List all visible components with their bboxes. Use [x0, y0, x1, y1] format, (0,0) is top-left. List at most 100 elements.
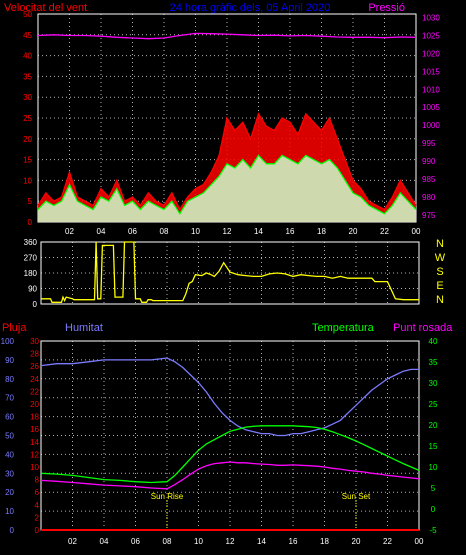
wind-speed-y-tick: 40	[23, 52, 32, 61]
wind-speed-y-tick: 50	[23, 10, 32, 19]
wind-speed-x-tick: 18	[317, 227, 326, 236]
temperature-y-tick: 0	[431, 505, 436, 514]
compass-label: N	[436, 238, 444, 250]
pressure-y-tick: 1025	[422, 32, 440, 41]
rain-y-tick: 2	[35, 513, 40, 522]
humidity-x-tick: 02	[68, 537, 77, 546]
rain-y-tick: 6	[35, 488, 40, 497]
rain-y-tick: 14	[30, 438, 39, 447]
dewpoint-title: Punt rosada	[393, 322, 453, 334]
pressure-line	[37, 32, 417, 40]
temperature-y-tick: 30	[429, 379, 438, 388]
rain-y-tick: 10	[30, 463, 39, 472]
temperature-y-tick: 20	[429, 421, 438, 430]
humidity-title: Humitat	[65, 322, 103, 334]
direction-y-tick: 90	[28, 285, 37, 294]
rain-y-tick: 24	[30, 375, 39, 384]
wind-speed-y-tick: 35	[23, 72, 32, 81]
dewpoint-line	[40, 461, 420, 490]
graph-title: 24 hora gràfic dels, 05 April 2020	[170, 2, 331, 14]
axis-layer: 02 04 06 08 10 12 14 16 18 20 22 000510152025303540…	[1, 10, 441, 546]
rain-y-tick: 22	[30, 387, 39, 396]
wind-speed-y-tick: 0	[28, 218, 33, 227]
sun-markers: Sun Rise Sun Set	[151, 492, 371, 530]
humidity-y-tick: 90	[5, 356, 14, 365]
pressure-y-tick: 990	[422, 157, 436, 166]
humidity-x-tick: 04	[100, 537, 109, 546]
rain-y-tick: 18	[30, 413, 39, 422]
gust-line	[37, 112, 417, 211]
humidity-y-tick: 50	[5, 432, 14, 441]
wind-speed-x-tick: 22	[380, 227, 389, 236]
humidity-y-tick: 60	[5, 413, 14, 422]
temperature-y-tick: -5	[429, 526, 437, 535]
humidity-x-tick: 00	[415, 537, 424, 546]
sunset-label: Sun Set	[342, 492, 371, 501]
humidity-y-tick: 10	[5, 507, 14, 516]
pressure-y-tick: 1030	[422, 14, 440, 23]
compass-label: S	[436, 266, 443, 278]
wind-speed-x-tick: 12	[223, 227, 232, 236]
temperature-y-tick: 5	[431, 484, 436, 493]
temperature-title: Temperatura	[312, 322, 375, 334]
pressure-y-tick: 1000	[422, 121, 440, 130]
humidity-y-tick: 30	[5, 469, 14, 478]
temperature-y-tick: 35	[429, 358, 438, 367]
rain-y-tick: 26	[30, 362, 39, 371]
average-wind-line	[37, 154, 417, 215]
compass-label: E	[436, 280, 443, 292]
humidity-x-tick: 06	[131, 537, 140, 546]
temperature-y-tick: 15	[429, 442, 438, 451]
humidity-y-tick: 0	[10, 526, 15, 535]
wind-speed-x-tick: 04	[97, 227, 106, 236]
humidity-y-tick: 40	[5, 450, 14, 459]
humidity-x-tick: 10	[194, 537, 203, 546]
humidity-x-tick: 08	[163, 537, 172, 546]
wind-speed-x-tick: 00	[412, 227, 421, 236]
humidity-x-tick: 18	[320, 537, 329, 546]
humidity-x-tick: 12	[226, 537, 235, 546]
wind-speed-y-tick: 45	[23, 31, 32, 40]
pressure-y-tick: 980	[422, 193, 436, 202]
compass-label: W	[435, 252, 446, 264]
pressure-y-tick: 1005	[422, 103, 440, 112]
average-wind-area	[38, 155, 416, 222]
wind-speed-y-tick: 20	[23, 135, 32, 144]
direction-y-tick: 0	[33, 300, 38, 309]
compass-label: N	[436, 294, 444, 306]
temperature-y-tick: 10	[429, 463, 438, 472]
humidity-line	[40, 357, 419, 437]
direction-y-tick: 270	[24, 254, 38, 263]
temperature-y-tick: 25	[429, 400, 438, 409]
pressure-title: Pressió	[368, 2, 405, 14]
wind-speed-y-tick: 30	[23, 93, 32, 102]
wind-speed-x-tick: 16	[286, 227, 295, 236]
rain-y-tick: 28	[30, 350, 39, 359]
direction-y-tick: 360	[24, 238, 38, 247]
wind-speed-x-tick: 06	[128, 227, 137, 236]
pressure-y-tick: 985	[422, 175, 436, 184]
pressure-y-tick: 975	[422, 211, 436, 220]
wind-speed-x-tick: 08	[160, 227, 169, 236]
rain-title: Pluja	[2, 322, 27, 334]
humidity-y-tick: 100	[1, 337, 15, 346]
wind-speed-y-tick: 15	[23, 156, 32, 165]
rain-y-tick: 4	[35, 501, 40, 510]
rain-y-tick: 0	[35, 526, 40, 535]
wind-speed-y-tick: 25	[23, 114, 32, 123]
pressure-y-tick: 1015	[422, 67, 440, 76]
humidity-x-tick: 16	[289, 537, 298, 546]
direction-y-tick: 180	[24, 269, 38, 278]
wind-speed-x-tick: 20	[349, 227, 358, 236]
wind-speed-x-tick: 10	[191, 227, 200, 236]
wind-speed-x-tick: 02	[65, 227, 74, 236]
humidity-x-tick: 20	[352, 537, 361, 546]
humidity-x-tick: 22	[383, 537, 392, 546]
sunrise-label: Sun Rise	[151, 492, 184, 501]
humidity-y-tick: 20	[5, 488, 14, 497]
rain-y-tick: 12	[30, 450, 39, 459]
rain-y-tick: 20	[30, 400, 39, 409]
